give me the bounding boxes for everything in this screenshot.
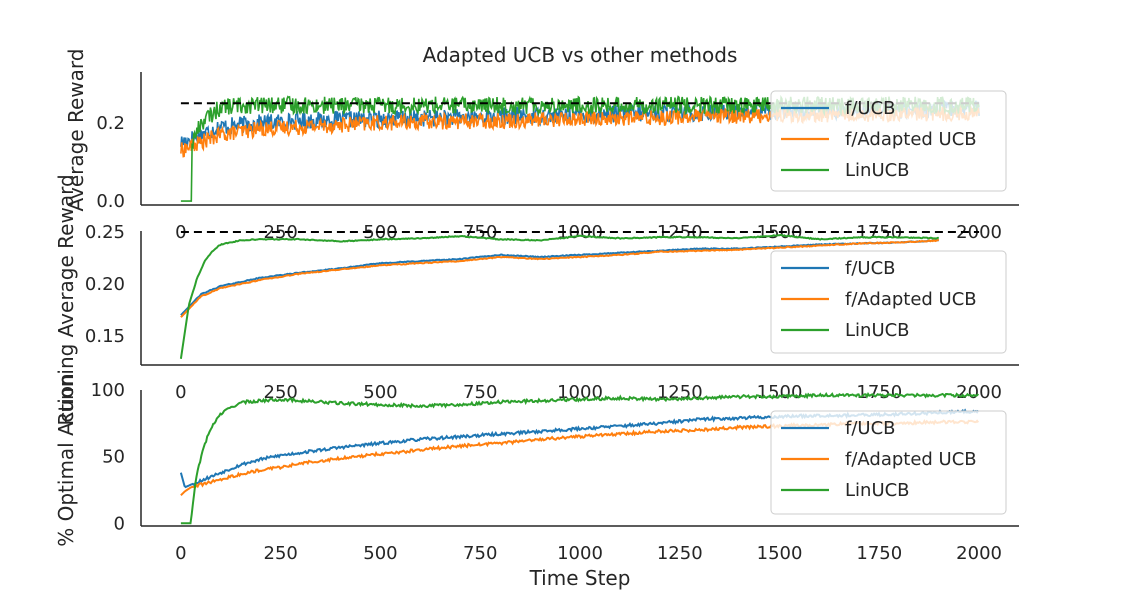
y-axis-label: % Optimal Action: [54, 373, 78, 547]
legend-entry: f/Adapted UCB: [845, 449, 977, 470]
x-tick-label: 1000: [557, 543, 603, 564]
legend: f/UCB f/Adapted UCB LinUCB: [770, 250, 1007, 354]
series-line-running-average-reward-2: [179, 233, 939, 359]
x-tick-label: 2000: [956, 222, 1002, 243]
legend-box: [770, 90, 1007, 192]
legend-entry: LinUCB: [845, 320, 910, 341]
x-tick-label: 1500: [757, 543, 803, 564]
x-tick-label: 2000: [956, 382, 1002, 403]
legend-entry: f/UCB: [845, 418, 896, 439]
series-line-running-average-reward-1: [180, 238, 939, 318]
legend-entry: f/UCB: [845, 258, 896, 279]
x-tick-label: 0: [175, 382, 186, 403]
y-tick-label: 0: [114, 513, 125, 534]
x-tick-label: 250: [264, 543, 298, 564]
y-tick-label: 0.2: [96, 113, 125, 134]
y-tick-label: 0.20: [85, 274, 125, 295]
x-tick-label: 2000: [956, 543, 1002, 564]
x-tick-label: 1250: [657, 543, 703, 564]
x-tick-label: 1250: [657, 382, 703, 403]
y-tick-label: 0.0: [96, 191, 125, 212]
y-tick-label: 0.15: [85, 326, 125, 347]
legend-box: [770, 410, 1007, 515]
y-tick-label: 0.25: [85, 222, 125, 243]
legend: f/UCB f/Adapted UCB LinUCB: [770, 410, 1007, 515]
x-axis-label: Time Step: [529, 566, 631, 590]
chart-title: Adapted UCB vs other methods: [423, 43, 738, 67]
x-tick-label: 750: [463, 382, 497, 403]
x-tick-label: 1500: [757, 382, 803, 403]
y-tick-label: 100: [91, 380, 125, 401]
x-tick-label: 500: [363, 543, 397, 564]
series-line-optimal-action-2: [180, 391, 980, 525]
legend-box: [770, 250, 1007, 354]
x-tick-label: 1750: [856, 543, 902, 564]
y-tick-label: 50: [102, 447, 125, 468]
x-tick-label: 0: [175, 543, 186, 564]
legend: f/UCB f/Adapted UCB LinUCB: [770, 90, 1007, 192]
y-axis-label: Average Reward: [64, 49, 88, 212]
legend-entry: f/UCB: [845, 98, 896, 119]
panel-average-reward: 0.00.2025050075010001250150017502000Aver…: [64, 49, 1019, 243]
x-tick-label: 1000: [557, 382, 603, 403]
x-tick-label: 750: [463, 543, 497, 564]
y-axis-label: Running Average Reward: [54, 174, 78, 425]
x-tick-label: 1750: [856, 382, 902, 403]
legend-entry: LinUCB: [845, 480, 910, 501]
panel-running-average-reward: 0.15 0.20 0.25 0 250 500 750 1000 1250 1500 1750 20…: [54, 174, 1019, 426]
x-tick-label: 500: [363, 382, 397, 403]
legend-entry: f/Adapted UCB: [845, 289, 977, 310]
panels-layer: 0.00.2025050075010001250150017502000Aver…: [54, 49, 1019, 564]
legend-entry: LinUCB: [845, 160, 910, 181]
legend-entry: f/Adapted UCB: [845, 129, 977, 150]
x-tick-label: 250: [264, 222, 298, 243]
